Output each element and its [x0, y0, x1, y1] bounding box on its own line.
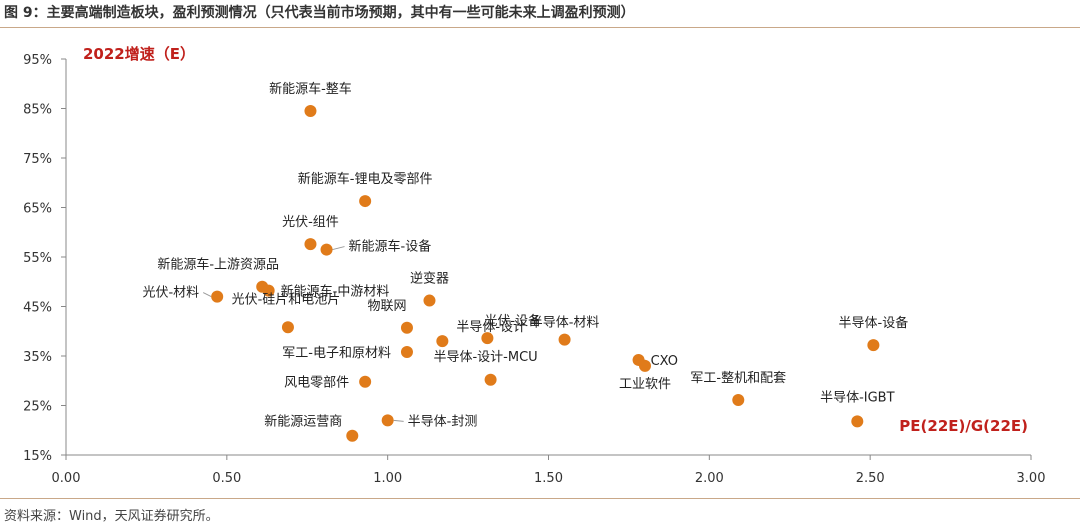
y-axis-title: 2022增速（E） [83, 45, 195, 63]
data-point [359, 375, 372, 388]
y-tick-label: 65% [23, 202, 52, 217]
data-point [481, 332, 494, 345]
data-point [732, 394, 745, 407]
point-labels: 新能源车-整车新能源车-锂电及零部件光伏-组件新能源车-设备新能源车-上游资源品… [142, 81, 908, 430]
source-divider [0, 498, 1080, 499]
x-tick-label: 2.50 [856, 471, 885, 486]
point-label: 逆变器 [410, 271, 449, 287]
data-point [359, 195, 372, 208]
point-label: 新能源车-设备 [349, 239, 432, 255]
point-label: CXO [651, 354, 678, 369]
point-label: 工业软件 [619, 377, 671, 392]
point-label: 半导体-设备 [839, 315, 909, 331]
x-tick-label: 1.50 [534, 471, 563, 486]
source-note: 资料来源：Wind，天风证券研究所。 [4, 509, 219, 524]
point-label: 光伏-硅片和电池片 [232, 292, 341, 307]
scatter-chart: 15% 25% 35% 45% 55% 65% 75% 85% 95% 0.00 0.50 1.00 1… [23, 45, 1045, 486]
point-label: 军工-整机和配套 [690, 370, 786, 386]
point-label: 半导体-封测 [408, 414, 478, 429]
data-point [320, 243, 333, 256]
data-point [639, 359, 651, 372]
point-label: 光伏-材料 [142, 286, 199, 301]
y-tick-label: 15% [23, 449, 52, 464]
data-point [381, 414, 394, 427]
data-point [851, 415, 864, 428]
point-label: 新能源车-锂电及零部件 [298, 171, 433, 187]
point-label: 物联网 [367, 299, 406, 314]
y-tick-label: 85% [23, 103, 52, 118]
x-tick-label: 2.00 [695, 471, 724, 486]
data-point [346, 429, 359, 442]
x-tick-label: 3.00 [1017, 471, 1046, 486]
x-tick-label: 0.50 [212, 471, 241, 486]
point-label: 新能源运营商 [264, 414, 342, 430]
data-point [867, 339, 880, 352]
chart-axes: 15% 25% 35% 45% 55% 65% 75% 85% 95% 0.00 0.50 1.00 1… [23, 53, 1045, 486]
data-point [304, 238, 317, 251]
point-label: 军工-电子和原材料 [282, 346, 391, 361]
point-label: 半导体-材料 [530, 316, 600, 331]
x-tick-label: 1.00 [373, 471, 402, 486]
point-label: 光伏-组件 [282, 215, 339, 230]
data-point [436, 335, 449, 348]
leader-line [202, 292, 212, 298]
data-point [484, 373, 497, 386]
point-label: 半导体-设计 [456, 320, 526, 335]
data-points [211, 104, 880, 442]
point-label: 新能源车-上游资源品 [157, 257, 279, 273]
point-label: 光伏-设备 [484, 313, 541, 329]
y-tick-label: 35% [23, 350, 52, 365]
x-axis-title: PE(22E)/G(22E) [899, 417, 1028, 435]
data-point [558, 333, 571, 346]
x-tick-label: 0.00 [52, 471, 81, 486]
leader-line [393, 419, 404, 422]
point-label: 新能源车-中游材料 [281, 284, 390, 300]
data-point [423, 294, 436, 307]
point-label: 新能源车-整车 [269, 81, 352, 97]
y-tick-label: 25% [23, 400, 52, 415]
data-point [281, 321, 294, 334]
data-point [400, 321, 413, 334]
data-point [211, 290, 224, 303]
y-tick-label: 95% [23, 53, 52, 68]
point-label: 风电零部件 [284, 376, 349, 391]
y-tick-label: 45% [23, 301, 52, 316]
data-point [262, 284, 275, 297]
figure-title: 图 9：主要高端制造板块，盈利预测情况（只代表当前市场预期，其中有一些可能未来上… [4, 5, 635, 21]
data-point [304, 104, 317, 117]
point-label: 半导体-设计-MCU [433, 350, 537, 365]
title-divider [0, 27, 1080, 28]
data-point [400, 346, 413, 359]
point-label: 半导体-IGBT [820, 390, 895, 405]
leader-line [332, 246, 345, 251]
y-tick-label: 55% [23, 251, 52, 266]
y-tick-label: 75% [23, 152, 52, 167]
